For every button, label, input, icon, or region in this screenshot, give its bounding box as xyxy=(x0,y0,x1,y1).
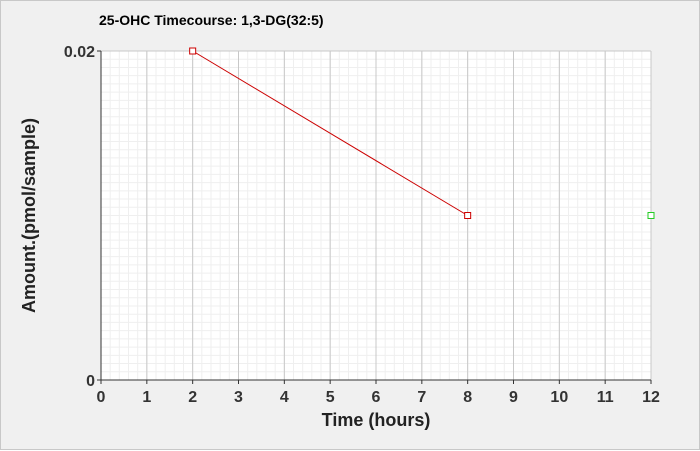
x-tick-label: 7 xyxy=(417,389,426,406)
x-tick-label: 3 xyxy=(234,389,243,406)
data-point xyxy=(189,47,197,55)
x-tick-label: 5 xyxy=(326,389,335,406)
data-point xyxy=(464,212,472,219)
series-line xyxy=(192,50,468,216)
data-point xyxy=(647,212,655,219)
x-tick-label: 9 xyxy=(509,389,518,406)
x-tick-label: 2 xyxy=(188,389,197,406)
y-tick-label: 0 xyxy=(86,373,95,390)
y-axis-label: Amount.(pmol/sample) xyxy=(19,118,39,313)
series-1 xyxy=(189,47,472,219)
y-tick-label: 0.02 xyxy=(64,44,95,61)
x-tick-label: 11 xyxy=(597,389,614,406)
x-tick-label: 0 xyxy=(97,389,106,406)
x-tick-label: 10 xyxy=(550,389,568,406)
x-tick-label: 6 xyxy=(372,389,381,406)
chart-title: 25-OHC Timecourse: 1,3-DG(32:5) xyxy=(99,12,324,28)
x-axis-label: Time (hours) xyxy=(322,410,431,430)
series-2 xyxy=(647,212,655,219)
x-tick-label: 12 xyxy=(642,389,660,406)
y-tick-labels: 00.02 xyxy=(64,44,101,390)
x-tick-label: 4 xyxy=(280,389,289,406)
series-layer xyxy=(189,47,655,219)
x-tick-label: 8 xyxy=(463,389,472,406)
x-tick-label: 1 xyxy=(142,389,151,406)
x-tick-labels: 0 1 2 3 4 5 6 7 8 9 10 11 12 xyxy=(97,380,660,406)
